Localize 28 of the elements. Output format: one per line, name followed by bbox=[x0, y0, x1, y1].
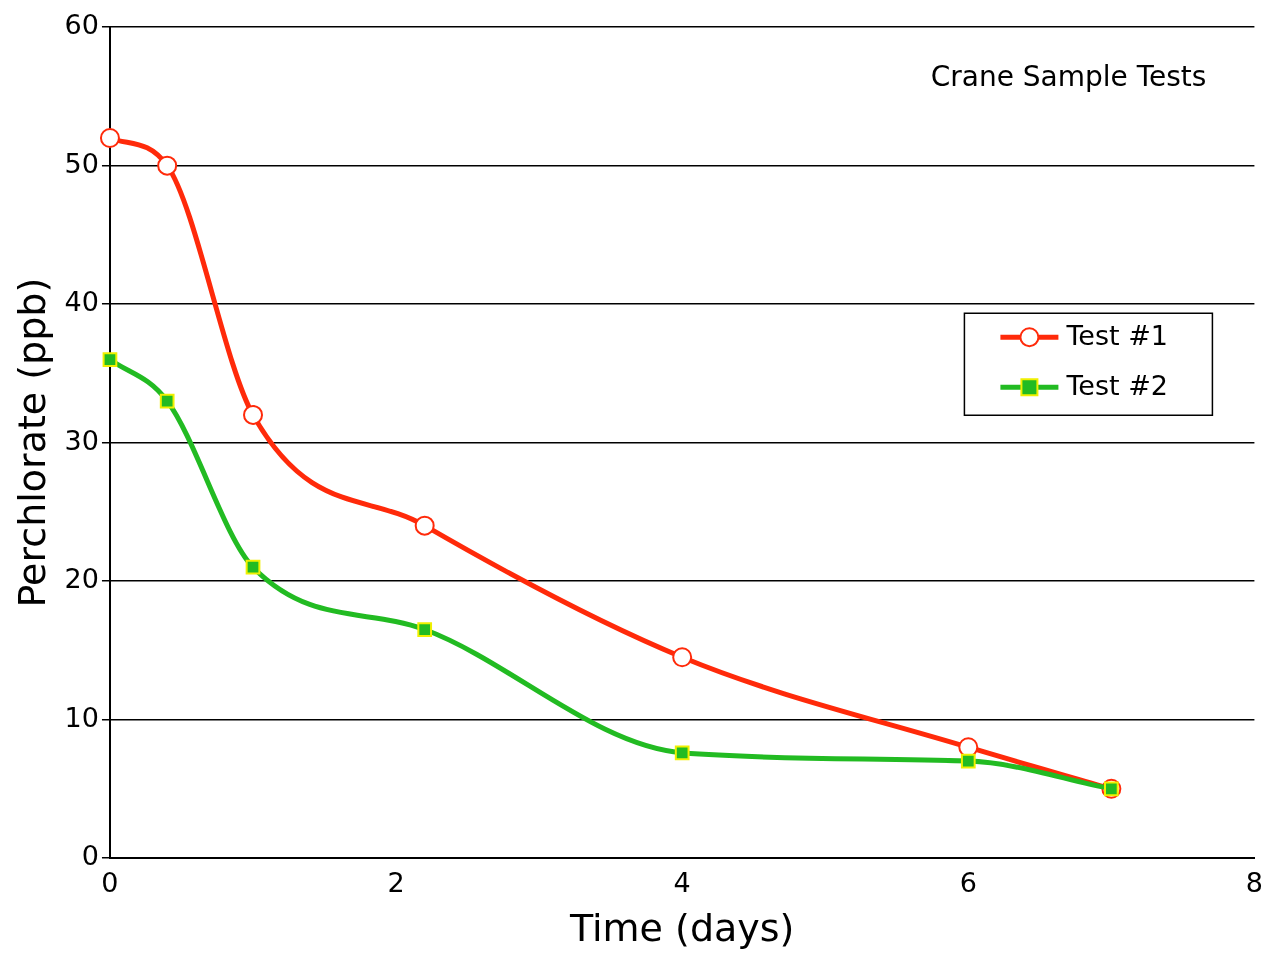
point bbox=[157, 155, 178, 176]
x-axis-title: Time (days) bbox=[568, 906, 795, 951]
x-tick-label: 8 bbox=[1245, 867, 1263, 899]
point bbox=[102, 352, 118, 367]
point bbox=[417, 622, 433, 637]
text: Crane Sample Tests bbox=[930, 60, 1207, 94]
point bbox=[245, 559, 261, 575]
x-tick-label: 2 bbox=[387, 867, 405, 899]
point bbox=[674, 745, 690, 761]
point bbox=[672, 647, 693, 668]
x-tick-label: 6 bbox=[959, 867, 977, 899]
x-tick-label: 4 bbox=[673, 867, 691, 899]
legend-label: Test #1 bbox=[1065, 320, 1168, 352]
y-tick-label: 30 bbox=[64, 424, 99, 456]
point bbox=[414, 515, 435, 536]
y-tick-label: 50 bbox=[64, 147, 99, 179]
y-tick-label: 10 bbox=[64, 701, 99, 733]
legend-label: Test #2 bbox=[1065, 370, 1168, 402]
point bbox=[99, 127, 120, 148]
point bbox=[159, 393, 175, 409]
point bbox=[243, 404, 264, 425]
point bbox=[960, 753, 976, 769]
y-tick-label: 0 bbox=[81, 840, 99, 872]
y-tick-label: 40 bbox=[64, 286, 99, 318]
y-axis-title: Perchlorate (ppb) bbox=[9, 277, 54, 608]
y-tick-label: 20 bbox=[64, 563, 99, 595]
x-tick-label: 0 bbox=[101, 867, 119, 899]
y-tick-label: 60 bbox=[64, 9, 99, 41]
